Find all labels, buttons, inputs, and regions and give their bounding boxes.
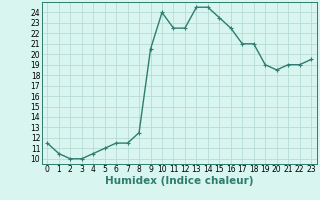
X-axis label: Humidex (Indice chaleur): Humidex (Indice chaleur): [105, 176, 253, 186]
